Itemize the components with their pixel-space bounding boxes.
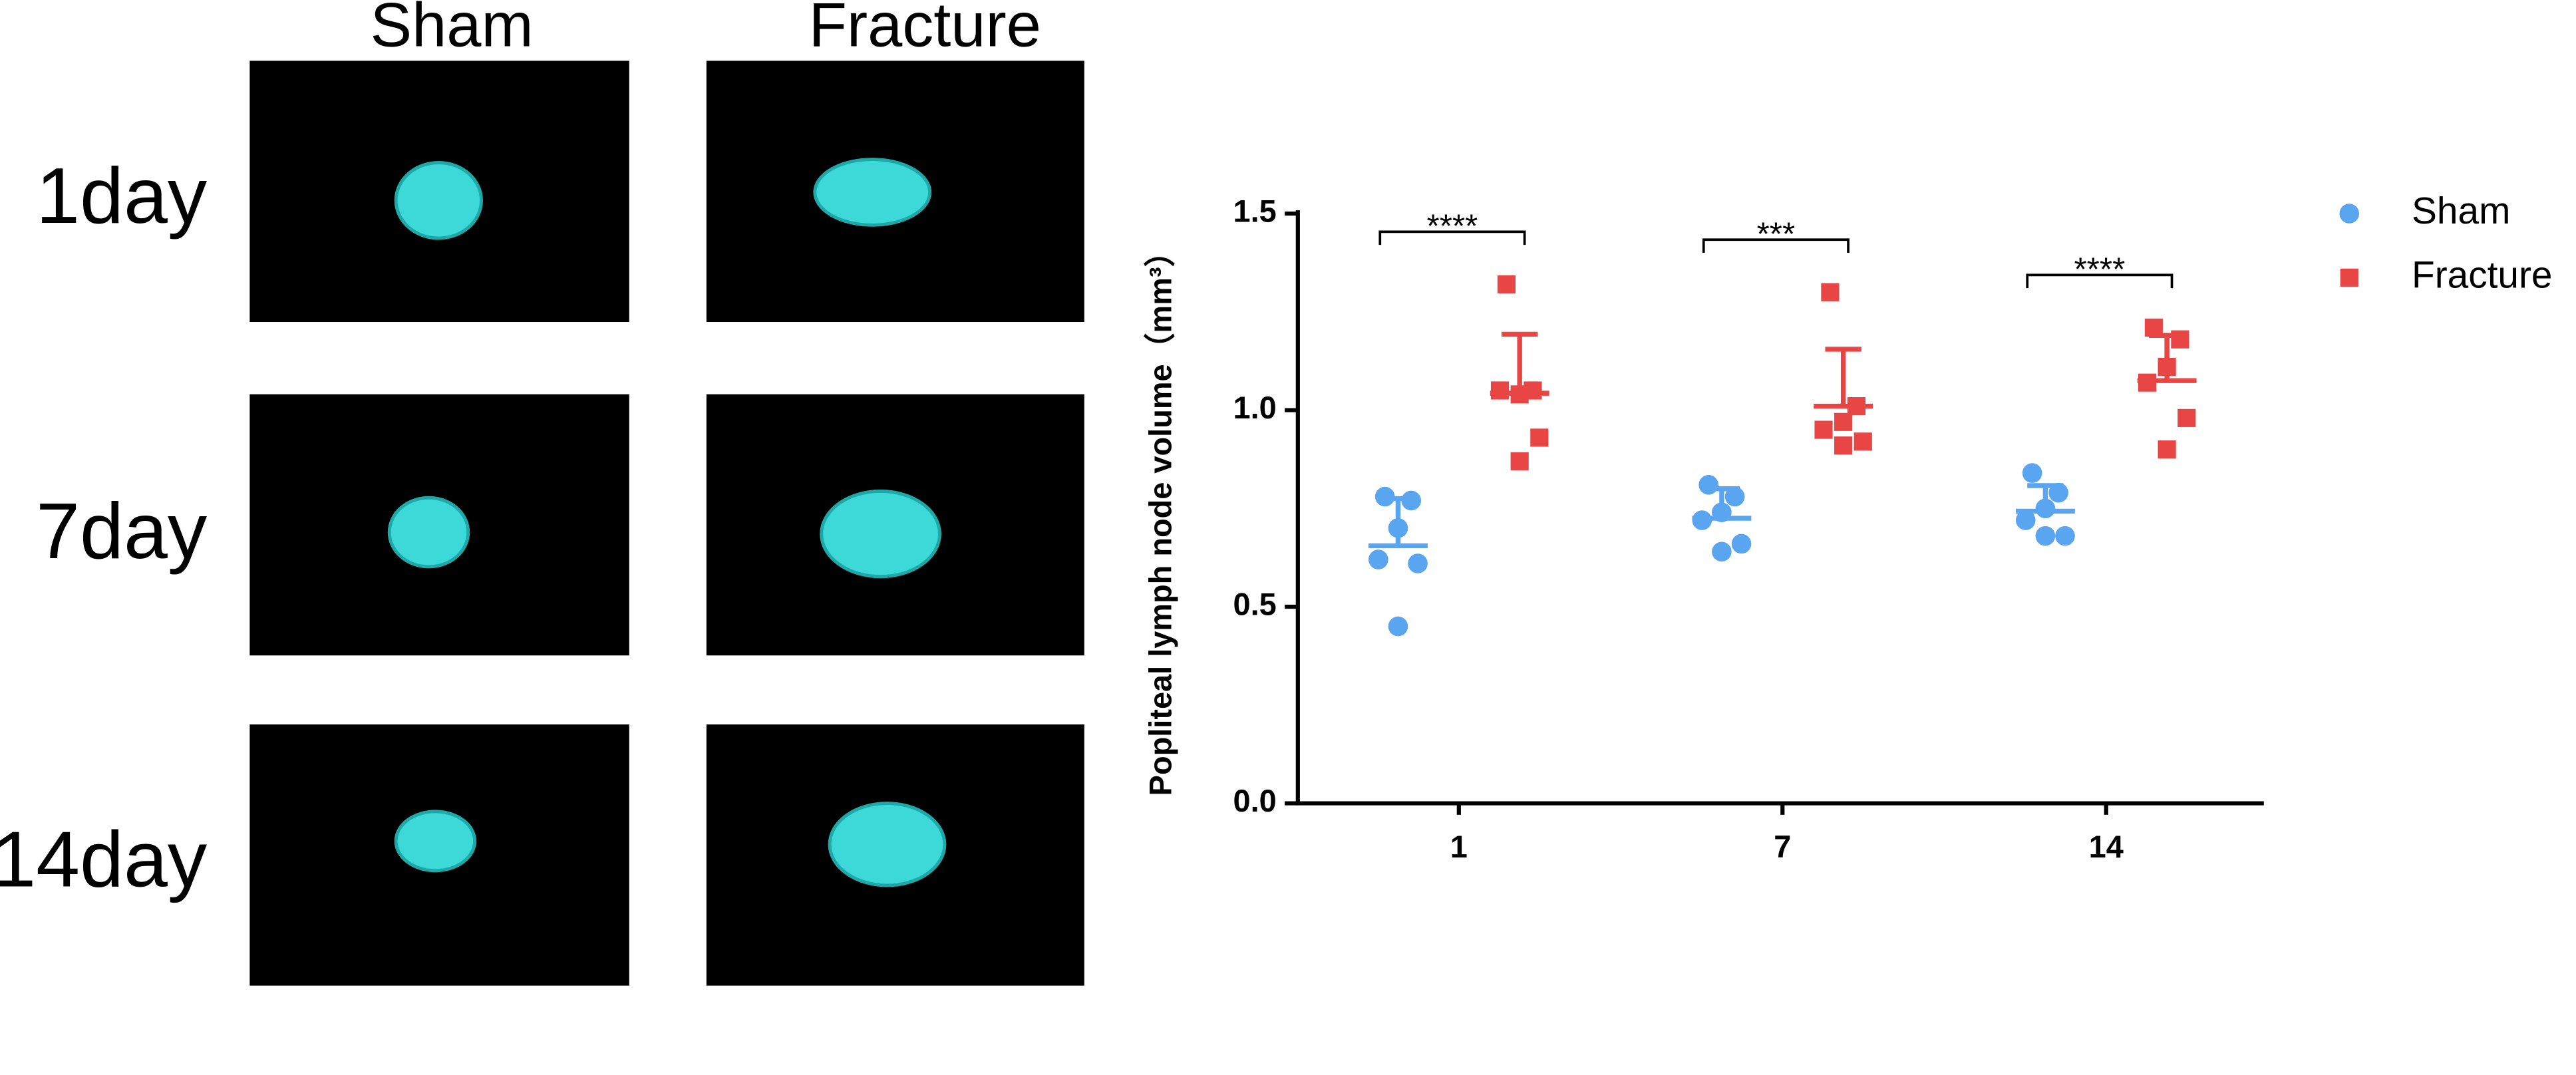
- lymph-node: [813, 158, 932, 227]
- y-tick-label: 1.5: [1233, 194, 1276, 228]
- data-point: [1408, 553, 1428, 573]
- data-point: [1490, 381, 1510, 400]
- significance-bracket: [2026, 273, 2174, 289]
- significance-bracket: [1378, 230, 1526, 245]
- data-point: [2055, 526, 2075, 546]
- row-label: 1day: [36, 152, 208, 240]
- data-point: [2015, 510, 2036, 530]
- x-tick-label: 7: [1774, 830, 1791, 864]
- y-tick-label: 0.5: [1233, 587, 1276, 621]
- data-point: [1853, 432, 1872, 451]
- data-point: [1368, 549, 1388, 569]
- column-label: Fracture: [809, 0, 1041, 59]
- data-point: [2035, 526, 2056, 546]
- data-point: [1834, 436, 1853, 455]
- x-tick-label: 14: [2089, 830, 2124, 864]
- lymph-node: [828, 802, 947, 887]
- significance-label: ****: [1427, 208, 1478, 245]
- y-axis-label: Popliteal lymph node volume（mm³）: [1144, 235, 1178, 796]
- data-point: [1724, 486, 1745, 507]
- data-point: [2022, 463, 2042, 483]
- data-point: [1510, 452, 1529, 470]
- data-point: [1712, 541, 1732, 562]
- data-point: [1530, 428, 1549, 447]
- lymph-node: [394, 161, 483, 240]
- data-point: [1497, 275, 1516, 293]
- y-tick-label: 0.0: [1233, 784, 1276, 818]
- lymph-node: [394, 810, 477, 873]
- row-label: 7day: [36, 488, 208, 575]
- data-point: [2158, 440, 2176, 459]
- significance-label: ****: [2074, 251, 2125, 288]
- legend-label: Sham: [2412, 190, 2510, 232]
- legend-marker: [2340, 268, 2358, 287]
- data-point: [1388, 616, 1408, 637]
- legend-marker: [2339, 204, 2360, 224]
- y-tick-label: 1.0: [1233, 390, 1276, 425]
- significance-bracket: [1702, 238, 1850, 253]
- data-point: [1731, 534, 1752, 554]
- data-point: [1814, 420, 1833, 439]
- data-point: [1821, 283, 1840, 301]
- data-point: [2177, 408, 2196, 427]
- column-label: Sham: [371, 0, 534, 59]
- significance-label: ***: [1757, 216, 1796, 252]
- lymph-node: [387, 496, 470, 569]
- row-label: 14day: [0, 816, 208, 904]
- data-point: [1698, 475, 1718, 495]
- data-point: [1834, 412, 1853, 431]
- x-tick-label: 1: [1450, 830, 1468, 864]
- lymph-node: [820, 489, 941, 579]
- legend-label: Fracture: [2412, 254, 2552, 296]
- image-panels: Sham Fracture 1day 7day 14day: [0, 0, 1084, 986]
